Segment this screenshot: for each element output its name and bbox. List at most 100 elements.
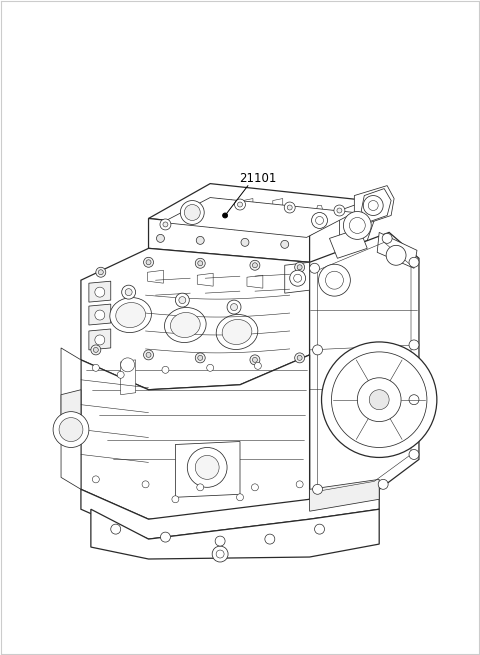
Circle shape	[92, 476, 99, 483]
Ellipse shape	[110, 297, 152, 333]
Circle shape	[216, 550, 224, 558]
Circle shape	[357, 378, 401, 422]
Circle shape	[252, 263, 257, 268]
Ellipse shape	[116, 303, 145, 328]
Circle shape	[235, 199, 245, 210]
Circle shape	[325, 271, 343, 289]
Circle shape	[197, 484, 204, 491]
Circle shape	[160, 532, 170, 542]
Polygon shape	[120, 360, 136, 395]
Polygon shape	[243, 198, 253, 210]
Circle shape	[334, 205, 345, 216]
Circle shape	[198, 261, 203, 266]
Circle shape	[156, 234, 165, 242]
Text: 21101: 21101	[239, 172, 276, 185]
Polygon shape	[89, 281, 111, 302]
Circle shape	[287, 205, 292, 210]
Circle shape	[332, 352, 427, 447]
Circle shape	[144, 350, 154, 360]
Circle shape	[92, 364, 99, 371]
Circle shape	[223, 213, 228, 218]
Circle shape	[252, 484, 258, 491]
Circle shape	[162, 366, 169, 373]
Circle shape	[322, 342, 437, 457]
Circle shape	[409, 449, 419, 459]
Circle shape	[297, 265, 302, 270]
Circle shape	[96, 267, 106, 277]
Circle shape	[163, 222, 168, 227]
Circle shape	[142, 481, 149, 488]
Polygon shape	[162, 198, 354, 237]
Polygon shape	[354, 185, 394, 225]
Circle shape	[254, 362, 262, 369]
Circle shape	[296, 481, 303, 488]
Polygon shape	[361, 189, 391, 223]
Circle shape	[212, 546, 228, 562]
Polygon shape	[310, 479, 379, 511]
Circle shape	[295, 353, 305, 363]
Circle shape	[227, 300, 241, 314]
Circle shape	[337, 208, 342, 213]
Circle shape	[250, 355, 260, 365]
Circle shape	[250, 260, 260, 271]
Circle shape	[238, 202, 242, 207]
Circle shape	[195, 353, 205, 363]
Circle shape	[95, 310, 105, 320]
Circle shape	[93, 347, 98, 352]
Polygon shape	[61, 390, 81, 418]
Circle shape	[237, 494, 243, 501]
Circle shape	[184, 204, 200, 221]
Circle shape	[297, 356, 302, 360]
Circle shape	[349, 217, 365, 233]
Circle shape	[284, 202, 295, 213]
Polygon shape	[247, 275, 263, 288]
Circle shape	[409, 340, 419, 350]
Polygon shape	[175, 441, 240, 497]
Circle shape	[310, 263, 320, 273]
Polygon shape	[339, 200, 374, 250]
Circle shape	[312, 345, 323, 355]
Circle shape	[190, 203, 201, 214]
Circle shape	[193, 206, 198, 211]
Circle shape	[312, 212, 327, 229]
Circle shape	[98, 270, 103, 274]
Circle shape	[125, 289, 132, 295]
Circle shape	[187, 447, 227, 487]
Circle shape	[180, 200, 204, 225]
Circle shape	[409, 257, 419, 267]
Circle shape	[294, 274, 301, 282]
Polygon shape	[89, 329, 111, 350]
Ellipse shape	[222, 320, 252, 345]
Circle shape	[241, 238, 249, 246]
Circle shape	[195, 258, 205, 269]
Circle shape	[409, 395, 419, 405]
Circle shape	[196, 236, 204, 244]
Circle shape	[53, 411, 89, 447]
Circle shape	[146, 352, 151, 358]
Circle shape	[295, 262, 305, 272]
Polygon shape	[315, 206, 324, 214]
Circle shape	[59, 418, 83, 441]
Circle shape	[207, 364, 214, 371]
Circle shape	[281, 240, 288, 248]
Circle shape	[111, 524, 120, 534]
Polygon shape	[148, 183, 367, 235]
Polygon shape	[91, 509, 379, 559]
Circle shape	[290, 271, 306, 286]
Polygon shape	[377, 233, 417, 269]
Circle shape	[386, 246, 406, 265]
Circle shape	[160, 219, 171, 230]
Circle shape	[363, 196, 383, 215]
Polygon shape	[89, 304, 111, 325]
Circle shape	[117, 371, 124, 379]
Polygon shape	[310, 233, 419, 499]
Ellipse shape	[216, 314, 258, 350]
Circle shape	[378, 479, 388, 489]
Circle shape	[369, 390, 389, 409]
Circle shape	[198, 356, 203, 360]
Circle shape	[312, 484, 323, 495]
Circle shape	[315, 216, 324, 225]
Polygon shape	[197, 273, 213, 286]
Circle shape	[122, 285, 136, 299]
Circle shape	[91, 345, 101, 355]
